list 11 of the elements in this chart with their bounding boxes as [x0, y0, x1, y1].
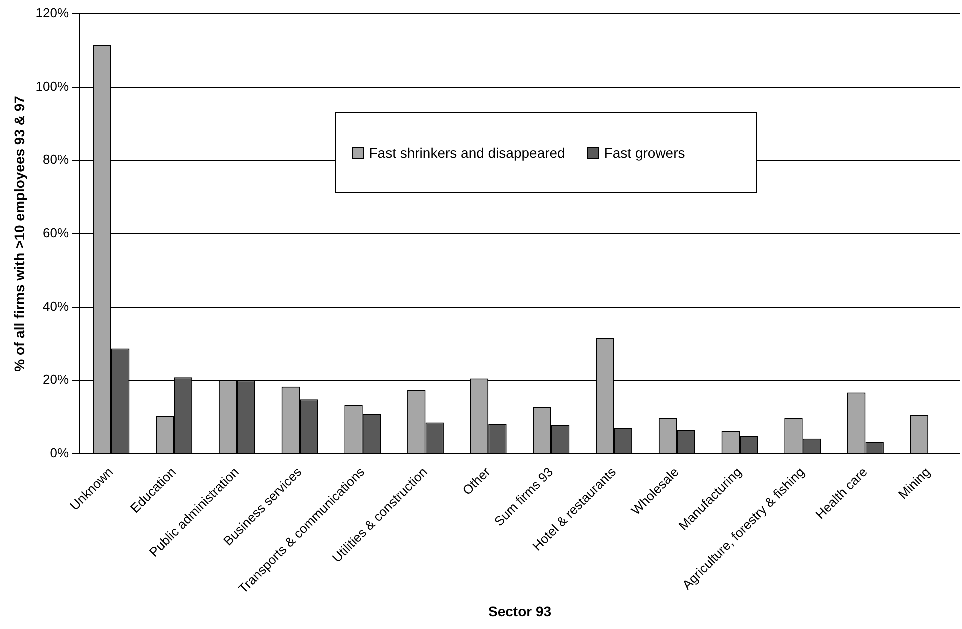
x-axis-title: Sector 93: [488, 603, 552, 620]
y-tick-label: 80%: [43, 152, 70, 168]
y-tick-label: 20%: [43, 372, 70, 388]
legend-label: Fast shrinkers and disappeared: [369, 144, 566, 160]
legend-label: Fast growers: [604, 144, 686, 160]
y-tick-label: 100%: [36, 78, 70, 94]
y-tick-label: 60%: [43, 226, 70, 241]
y-tick-label: 0%: [50, 446, 70, 460]
y-tick-label: 40%: [43, 298, 70, 314]
y-tick-label: 120%: [36, 6, 70, 21]
y-axis-title: % of all firms with >10 employees 93 & 97: [11, 96, 28, 372]
